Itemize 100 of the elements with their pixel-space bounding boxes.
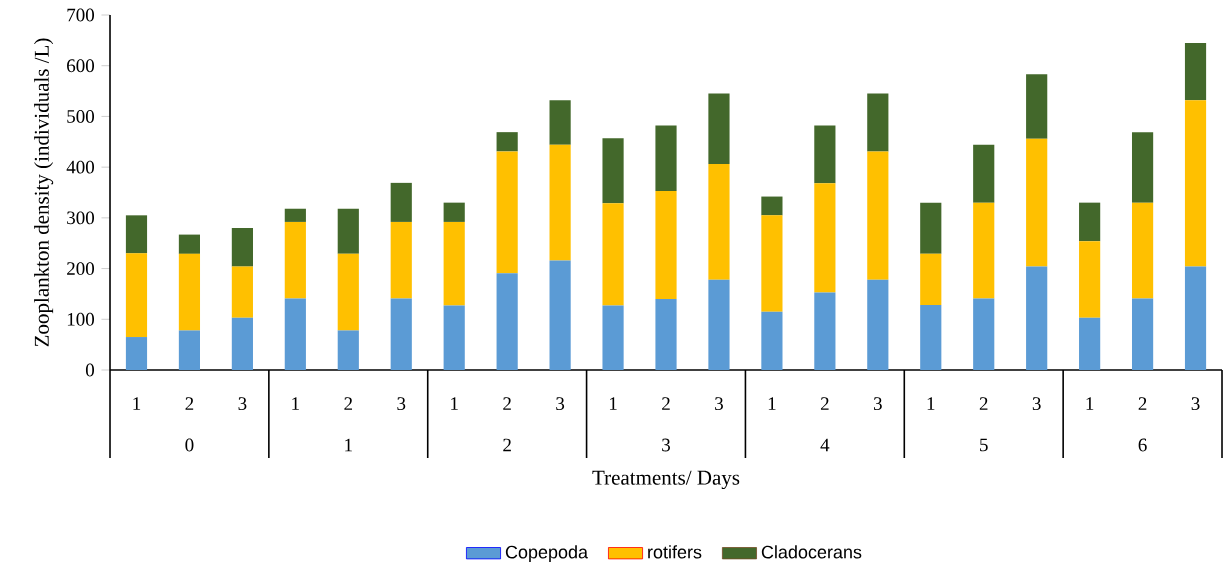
- bar: [973, 144, 995, 203]
- x-tick-label: 3: [556, 397, 565, 410]
- bar: [761, 311, 783, 370]
- bar: [125, 215, 148, 254]
- x-tick-label: 3: [873, 397, 882, 410]
- bar: [814, 183, 836, 293]
- bar: [284, 298, 306, 370]
- x-tick-label: 1: [133, 397, 141, 410]
- bar: [1131, 298, 1154, 370]
- bar: [1131, 202, 1154, 299]
- bar: [390, 182, 412, 222]
- bar: [1026, 266, 1048, 370]
- bar: [1131, 132, 1154, 203]
- x-tick-label: 2: [1138, 397, 1147, 410]
- bar: [549, 260, 571, 370]
- bar: [1079, 317, 1101, 370]
- x-tick-label: 3: [715, 397, 723, 410]
- x-axis-title: Treatments/ Days: [592, 470, 740, 490]
- bar: [867, 93, 889, 152]
- text: 5: [980, 438, 988, 452]
- bar: [178, 253, 201, 331]
- bar: [496, 132, 518, 152]
- x-tick-label: 3: [238, 397, 247, 410]
- bar: [867, 151, 889, 280]
- bar: [655, 190, 677, 299]
- bar: [920, 253, 942, 306]
- x-tick-label: 2: [344, 397, 353, 410]
- bar: [602, 203, 624, 306]
- text: 3: [662, 438, 671, 452]
- x-tick-label: 2: [503, 397, 511, 410]
- y-axis-title: Zooplankton density (individuals /L): [34, 38, 54, 347]
- legend-label: Cladocerans: [761, 545, 862, 559]
- x-tick-label: 3: [1191, 397, 1200, 410]
- bar: [125, 336, 148, 370]
- bar: [231, 317, 253, 370]
- x-tick-label: 2: [185, 397, 194, 410]
- bar: [1079, 202, 1101, 242]
- bar: [920, 202, 942, 254]
- y-tick-label: 100: [67, 312, 95, 326]
- x-tick-label: 1: [292, 397, 299, 410]
- bar: [602, 138, 624, 204]
- bar: [443, 305, 465, 370]
- bar: [602, 305, 624, 370]
- bar: [1184, 42, 1207, 101]
- bar: [337, 330, 359, 370]
- legend-label: Copepoda: [505, 545, 589, 562]
- bar: [1026, 138, 1048, 267]
- x-tick-label: 3: [397, 397, 406, 410]
- bar: [125, 253, 148, 337]
- x-tick-label: 1: [927, 397, 935, 410]
- y-tick-label: 400: [66, 160, 95, 174]
- bar: [337, 208, 359, 254]
- y-tick-label: 500: [67, 109, 95, 123]
- legend-label: rotifers: [648, 545, 702, 559]
- bar: [178, 234, 201, 254]
- y-tick-label: 600: [67, 59, 95, 73]
- x-tick-label: 1: [1086, 397, 1094, 410]
- bar: [231, 227, 253, 267]
- bar: [708, 279, 730, 370]
- text: 1: [345, 438, 352, 452]
- x-tick-label: 1: [451, 397, 458, 410]
- bar: [231, 266, 253, 318]
- bar: [1184, 266, 1207, 370]
- y-tick-label: 300: [67, 211, 95, 225]
- bar: [973, 298, 995, 370]
- bar: [655, 298, 677, 370]
- bar: [708, 164, 730, 280]
- x-tick-label: 2: [820, 397, 829, 410]
- bar: [443, 221, 465, 306]
- bar: [708, 93, 730, 165]
- bar: [496, 273, 518, 370]
- bar: [1079, 241, 1101, 318]
- x-tick-label: 2: [979, 397, 988, 410]
- bar: [178, 330, 201, 370]
- bar: [867, 279, 889, 370]
- bar: [443, 202, 465, 222]
- bar: [284, 208, 306, 222]
- bar: [761, 215, 783, 312]
- bar: [284, 221, 306, 299]
- bar: [549, 100, 571, 145]
- text: 6: [1138, 438, 1147, 452]
- bar: [1026, 74, 1048, 139]
- y-tick-label: 200: [67, 262, 95, 275]
- text: 4: [820, 438, 830, 452]
- bar: [549, 144, 571, 261]
- x-tick-label: 3: [1032, 397, 1041, 410]
- y-tick-label: 0: [85, 363, 95, 377]
- bar: [920, 305, 942, 370]
- x-tick-label: 2: [662, 397, 670, 410]
- x-tick-label: 1: [609, 397, 617, 410]
- bar: [496, 151, 518, 274]
- text: 0: [185, 438, 194, 452]
- x-tick-label: 1: [768, 397, 776, 410]
- text: 2: [503, 438, 511, 452]
- bar: [761, 196, 783, 216]
- bar: [1184, 100, 1207, 267]
- bar: [390, 221, 412, 299]
- bar: [814, 125, 836, 184]
- bar: [973, 202, 995, 299]
- bar: [655, 125, 677, 191]
